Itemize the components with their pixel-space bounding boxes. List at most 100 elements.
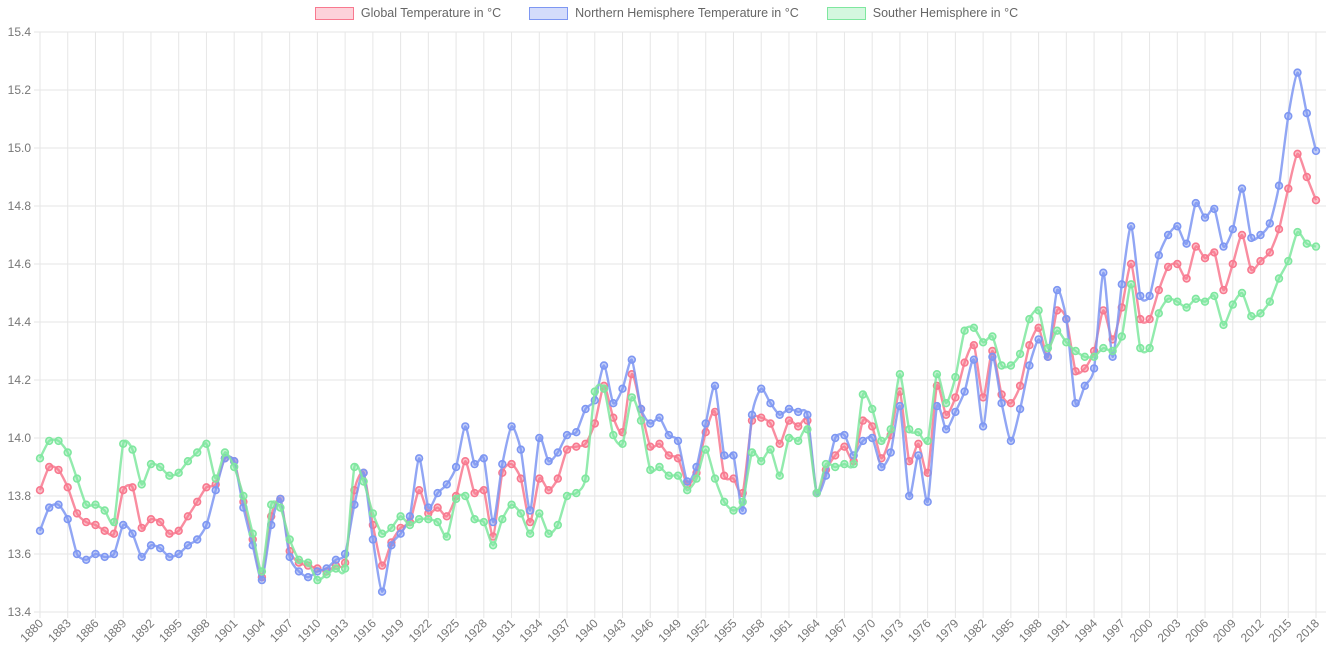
data-point-northern-hemisphere-1930[interactable]: [498, 459, 507, 469]
data-point-northern-hemisphere-1989[interactable]: [1043, 352, 1053, 361]
data-point-northern-hemisphere-1997[interactable]: [1117, 280, 1127, 289]
data-point-northern-hemisphere-1986[interactable]: [1015, 404, 1025, 414]
data-point-global-1961[interactable]: [784, 416, 794, 425]
data-point-global-1933[interactable]: [525, 517, 535, 527]
data-point-global-1883[interactable]: [63, 483, 72, 492]
data-point-global-1891[interactable]: [137, 523, 146, 533]
data-point-northern-hemisphere-1983[interactable]: [988, 352, 997, 361]
data-point-northern-hemisphere-1893[interactable]: [156, 543, 165, 553]
data-point-global-1896[interactable]: [183, 512, 193, 521]
data-point-southern-hemisphere-1979[interactable]: [951, 372, 960, 382]
data-point-global-1934[interactable]: [535, 474, 544, 483]
data-point-southern-hemisphere-1943[interactable]: [618, 439, 627, 448]
data-point-southern-hemisphere-1924[interactable]: [442, 532, 451, 541]
data-point-northern-hemisphere-1936[interactable]: [553, 448, 562, 457]
data-point-southern-hemisphere-1933[interactable]: [525, 529, 535, 538]
data-point-southern-hemisphere-1881[interactable]: [44, 436, 54, 446]
data-point-global-2018[interactable]: [1311, 196, 1321, 205]
data-point-global-1895[interactable]: [174, 526, 183, 535]
data-point-northern-hemisphere-1904[interactable]: [257, 575, 267, 585]
data-point-global-2010[interactable]: [1237, 230, 1247, 240]
data-point-southern-hemisphere-1937[interactable]: [562, 491, 572, 501]
data-point-southern-hemisphere-1906[interactable]: [276, 503, 285, 512]
data-point-southern-hemisphere-2016[interactable]: [1293, 227, 1302, 237]
data-point-northern-hemisphere-1916[interactable]: [368, 535, 378, 544]
data-point-northern-hemisphere-1908[interactable]: [294, 567, 304, 576]
data-point-northern-hemisphere-1961[interactable]: [784, 404, 794, 414]
data-point-southern-hemisphere-1882[interactable]: [54, 436, 63, 446]
data-point-global-1932[interactable]: [516, 474, 525, 483]
data-point-southern-hemisphere-1952[interactable]: [701, 445, 710, 454]
data-point-global-2008[interactable]: [1219, 285, 1228, 295]
data-point-southern-hemisphere-1920[interactable]: [405, 520, 415, 530]
data-point-northern-hemisphere-1921[interactable]: [414, 454, 424, 463]
data-point-southern-hemisphere-2008[interactable]: [1219, 320, 1228, 330]
data-point-southern-hemisphere-2006[interactable]: [1200, 297, 1210, 306]
data-point-northern-hemisphere-2017[interactable]: [1302, 108, 1312, 118]
data-point-southern-hemisphere-1904[interactable]: [257, 567, 267, 576]
data-point-southern-hemisphere-1897[interactable]: [193, 448, 202, 457]
data-point-global-1967[interactable]: [840, 442, 849, 451]
data-point-northern-hemisphere-1931[interactable]: [507, 422, 516, 431]
data-point-southern-hemisphere-1967[interactable]: [840, 459, 849, 469]
data-point-southern-hemisphere-1935[interactable]: [544, 529, 553, 538]
data-point-southern-hemisphere-1922[interactable]: [424, 514, 433, 524]
data-point-global-1889[interactable]: [118, 486, 128, 495]
data-point-northern-hemisphere-1966[interactable]: [830, 433, 840, 443]
data-point-northern-hemisphere-1974[interactable]: [904, 491, 914, 501]
data-point-southern-hemisphere-1950[interactable]: [682, 486, 692, 495]
data-point-southern-hemisphere-1993[interactable]: [1080, 352, 1090, 361]
data-point-global-1922[interactable]: [424, 509, 433, 518]
data-point-southern-hemisphere-2017[interactable]: [1302, 239, 1312, 248]
data-point-southern-hemisphere-1915[interactable]: [359, 477, 368, 486]
data-point-northern-hemisphere-1958[interactable]: [756, 384, 766, 393]
data-point-northern-hemisphere-1987[interactable]: [1025, 361, 1034, 370]
data-point-southern-hemisphere-1917[interactable]: [377, 529, 387, 538]
data-point-global-1917[interactable]: [377, 561, 387, 570]
data-point-northern-hemisphere-1911[interactable]: [322, 564, 331, 573]
data-point-southern-hemisphere-1997[interactable]: [1117, 332, 1127, 341]
data-point-southern-hemisphere-1918[interactable]: [387, 523, 396, 533]
data-point-global-1935[interactable]: [544, 486, 553, 495]
data-point-southern-hemisphere-1936[interactable]: [553, 520, 562, 530]
data-point-southern-hemisphere-1975[interactable]: [914, 428, 923, 437]
data-point-global-1880[interactable]: [35, 486, 45, 495]
data-point-northern-hemisphere-1933[interactable]: [525, 506, 535, 515]
data-point-northern-hemisphere-1992[interactable]: [1071, 399, 1080, 408]
data-point-northern-hemisphere-1944[interactable]: [627, 355, 636, 364]
data-point-global-1946[interactable]: [646, 442, 655, 451]
data-point-southern-hemisphere-1964[interactable]: [812, 488, 821, 498]
data-point-southern-hemisphere-2005[interactable]: [1191, 294, 1201, 303]
data-point-global-1980[interactable]: [960, 358, 969, 367]
data-point-southern-hemisphere-1894[interactable]: [165, 471, 174, 480]
data-point-southern-hemisphere-2003[interactable]: [1173, 297, 1182, 306]
data-point-southern-hemisphere-1992[interactable]: [1071, 346, 1080, 356]
data-point-northern-hemisphere-1886[interactable]: [91, 549, 100, 559]
data-point-northern-hemisphere-1941[interactable]: [599, 361, 609, 370]
data-point-northern-hemisphere-1896[interactable]: [183, 541, 193, 550]
data-point-global-2006[interactable]: [1200, 254, 1210, 263]
data-point-northern-hemisphere-1996[interactable]: [1108, 352, 1117, 361]
data-point-northern-hemisphere-2001[interactable]: [1154, 251, 1164, 260]
data-point-northern-hemisphere-1892[interactable]: [146, 541, 156, 550]
data-point-global-1885[interactable]: [81, 517, 91, 527]
data-point-northern-hemisphere-1993[interactable]: [1080, 381, 1090, 390]
data-point-southern-hemisphere-1898[interactable]: [202, 439, 211, 448]
data-point-global-1960[interactable]: [775, 439, 784, 448]
data-point-southern-hemisphere-1977[interactable]: [932, 370, 942, 379]
data-point-global-1947[interactable]: [655, 439, 664, 448]
data-point-southern-hemisphere-1995[interactable]: [1099, 343, 1108, 353]
data-point-global-1921[interactable]: [414, 486, 424, 495]
data-point-southern-hemisphere-1908[interactable]: [294, 555, 304, 564]
data-point-northern-hemisphere-2008[interactable]: [1219, 242, 1228, 251]
data-point-southern-hemisphere-1914[interactable]: [350, 462, 359, 472]
data-point-southern-hemisphere-1966[interactable]: [830, 462, 840, 472]
data-point-global-1985[interactable]: [1006, 399, 1016, 408]
data-point-global-1975[interactable]: [914, 439, 923, 448]
data-point-northern-hemisphere-1946[interactable]: [646, 419, 655, 428]
data-point-southern-hemisphere-1976[interactable]: [923, 436, 932, 446]
data-point-global-1923[interactable]: [433, 503, 442, 512]
data-point-global-2002[interactable]: [1163, 262, 1173, 272]
data-point-global-1978[interactable]: [941, 410, 951, 419]
data-point-global-1931[interactable]: [507, 459, 516, 469]
